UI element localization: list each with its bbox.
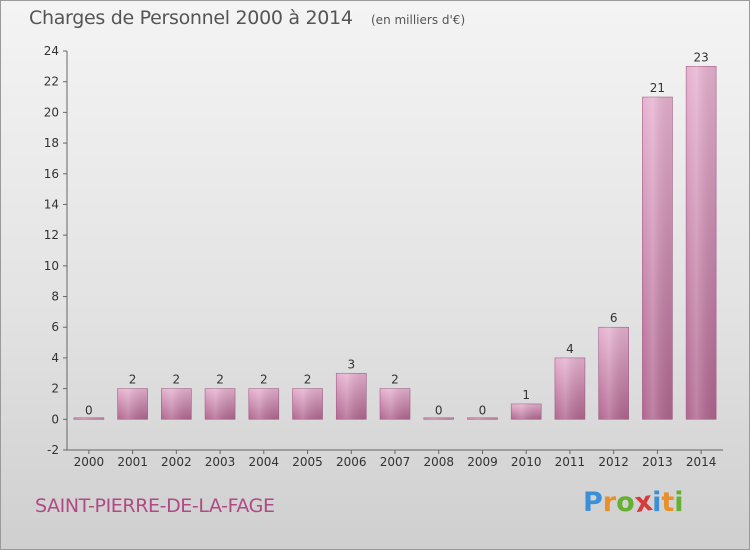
logo-letter: x — [632, 485, 655, 520]
x-tick-label: 2000 — [74, 455, 105, 469]
commune-name: SAINT-PIERRE-DE-LA-FAGE — [35, 495, 275, 517]
bar-highlight — [161, 388, 192, 420]
x-tick-label: 2013 — [642, 455, 673, 469]
logo-letter: i — [674, 487, 684, 518]
data-label: 2 — [173, 373, 181, 387]
x-tick-label: 2004 — [249, 455, 280, 469]
data-label: 0 — [479, 403, 487, 417]
logo-letter: P — [583, 487, 603, 518]
x-tick-label: 2010 — [511, 455, 542, 469]
x-tick-label: 2003 — [205, 455, 236, 469]
x-tick-label: 2011 — [555, 455, 586, 469]
data-label: 4 — [566, 342, 574, 356]
x-tick-label: 2008 — [423, 455, 454, 469]
y-tick-label: 18 — [44, 136, 59, 150]
bar-highlight — [598, 327, 629, 420]
bar-highlight — [248, 388, 279, 420]
y-tick-label: 20 — [44, 105, 59, 119]
x-tick-label: 2012 — [598, 455, 629, 469]
y-tick-label: -2 — [47, 443, 59, 457]
bar-highlight — [467, 417, 498, 420]
bar-highlight — [686, 66, 717, 420]
y-tick-label: 12 — [44, 228, 59, 242]
x-tick-label: 2014 — [686, 455, 717, 469]
data-label: 2 — [304, 373, 312, 387]
chart-title: Charges de Personnel 2000 à 2014 — [29, 7, 353, 29]
y-tick-label: 0 — [51, 412, 59, 426]
bar-highlight — [380, 388, 410, 420]
logo-letter: o — [616, 487, 635, 518]
data-label: 23 — [693, 50, 708, 64]
logo-letter: r — [602, 487, 617, 518]
y-tick-label: 24 — [44, 44, 59, 58]
data-label: 2 — [129, 373, 137, 387]
y-tick-label: 16 — [44, 167, 59, 181]
data-label: 3 — [347, 357, 355, 371]
y-tick-label: 4 — [51, 351, 59, 365]
bar-highlight — [554, 357, 585, 420]
chart-subtitle: (en milliers d'€) — [371, 13, 466, 27]
y-tick-label: 2 — [51, 382, 59, 396]
data-label: 0 — [435, 403, 443, 417]
logo-letter: i — [652, 487, 662, 518]
x-tick-label: 2007 — [380, 455, 411, 469]
data-label: 6 — [610, 311, 618, 325]
x-tick-label: 2005 — [292, 455, 323, 469]
logo-letter: t — [661, 487, 675, 518]
data-label: 1 — [522, 388, 530, 402]
data-label: 2 — [391, 373, 399, 387]
bar-highlight — [117, 388, 148, 420]
data-label: 0 — [85, 403, 93, 417]
x-tick-label: 2006 — [336, 455, 367, 469]
x-tick-label: 2009 — [467, 455, 498, 469]
x-tick-label: 2001 — [117, 455, 148, 469]
data-label: 2 — [260, 373, 268, 387]
y-tick-label: 22 — [44, 75, 59, 89]
y-tick-label: 14 — [44, 197, 59, 211]
y-tick-label: 6 — [51, 320, 59, 334]
x-tick-label: 2002 — [161, 455, 192, 469]
data-label: 2 — [216, 373, 224, 387]
proxiti-logo: Proxiti — [583, 485, 684, 520]
bar-highlight — [336, 373, 367, 420]
bar-highlight — [642, 97, 673, 420]
bar-highlight — [511, 403, 542, 420]
bar-highlight — [292, 388, 323, 420]
y-tick-label: 10 — [44, 259, 59, 273]
bar-highlight — [423, 417, 454, 420]
y-tick-label: 8 — [51, 290, 59, 304]
bar-highlight — [73, 417, 104, 420]
bar-highlight — [205, 388, 236, 420]
data-label: 21 — [650, 81, 665, 95]
